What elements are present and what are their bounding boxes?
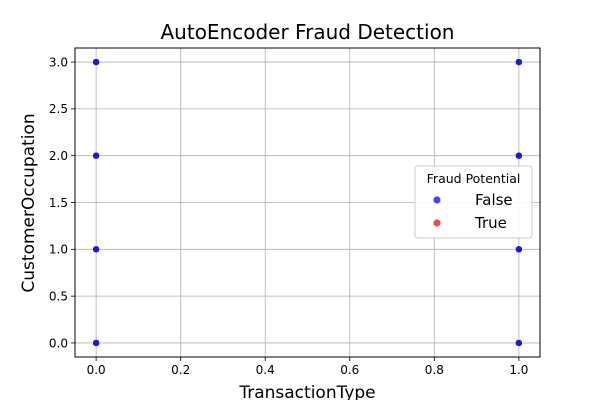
- scatter-point: [92, 58, 101, 66]
- x-tick-label: 0.4: [256, 363, 275, 377]
- legend-marker-false: [433, 196, 441, 204]
- scatter-point: [514, 245, 523, 254]
- legend-label-false: False: [475, 191, 513, 209]
- scatter-point: [514, 151, 523, 160]
- scatter-point: [92, 151, 101, 160]
- x-tick-label: 0.8: [425, 363, 444, 377]
- legend: Fraud Potential False True: [414, 165, 533, 239]
- scatter-point: [514, 58, 523, 66]
- legend-title: Fraud Potential: [427, 171, 521, 186]
- x-axis-label: TransactionType: [238, 383, 375, 400]
- scatter-point: [92, 339, 101, 347]
- scatter-point: [514, 339, 523, 347]
- y-tick-label: 2.5: [49, 102, 68, 116]
- x-tick-label: 1.0: [509, 363, 528, 377]
- legend-label-true: True: [474, 214, 507, 232]
- x-tick-label: 0.0: [87, 363, 106, 377]
- chart-title: AutoEncoder Fraud Detection: [161, 20, 455, 44]
- y-tick-label: 3.0: [49, 55, 68, 69]
- y-tick-label: 1.0: [49, 243, 68, 257]
- y-tick-label: 1.5: [49, 196, 68, 210]
- y-tick-label: 0.0: [49, 336, 68, 350]
- scatter-point: [92, 245, 101, 254]
- axis-ticks: 0.0 0.2 0.4 0.6 0.8 1.0 0.0 0.5 1.0 1.5 2.0 2.5 3.0: [49, 55, 529, 377]
- x-tick-label: 0.6: [340, 363, 359, 377]
- legend-marker-true: [433, 219, 441, 227]
- y-tick-label: 0.5: [49, 289, 68, 303]
- x-tick-label: 0.2: [171, 363, 190, 377]
- data-points: [92, 58, 523, 347]
- y-axis-label: CustomerOccupation: [19, 113, 39, 292]
- y-tick-label: 2.0: [49, 149, 68, 163]
- legend-box: [414, 165, 533, 239]
